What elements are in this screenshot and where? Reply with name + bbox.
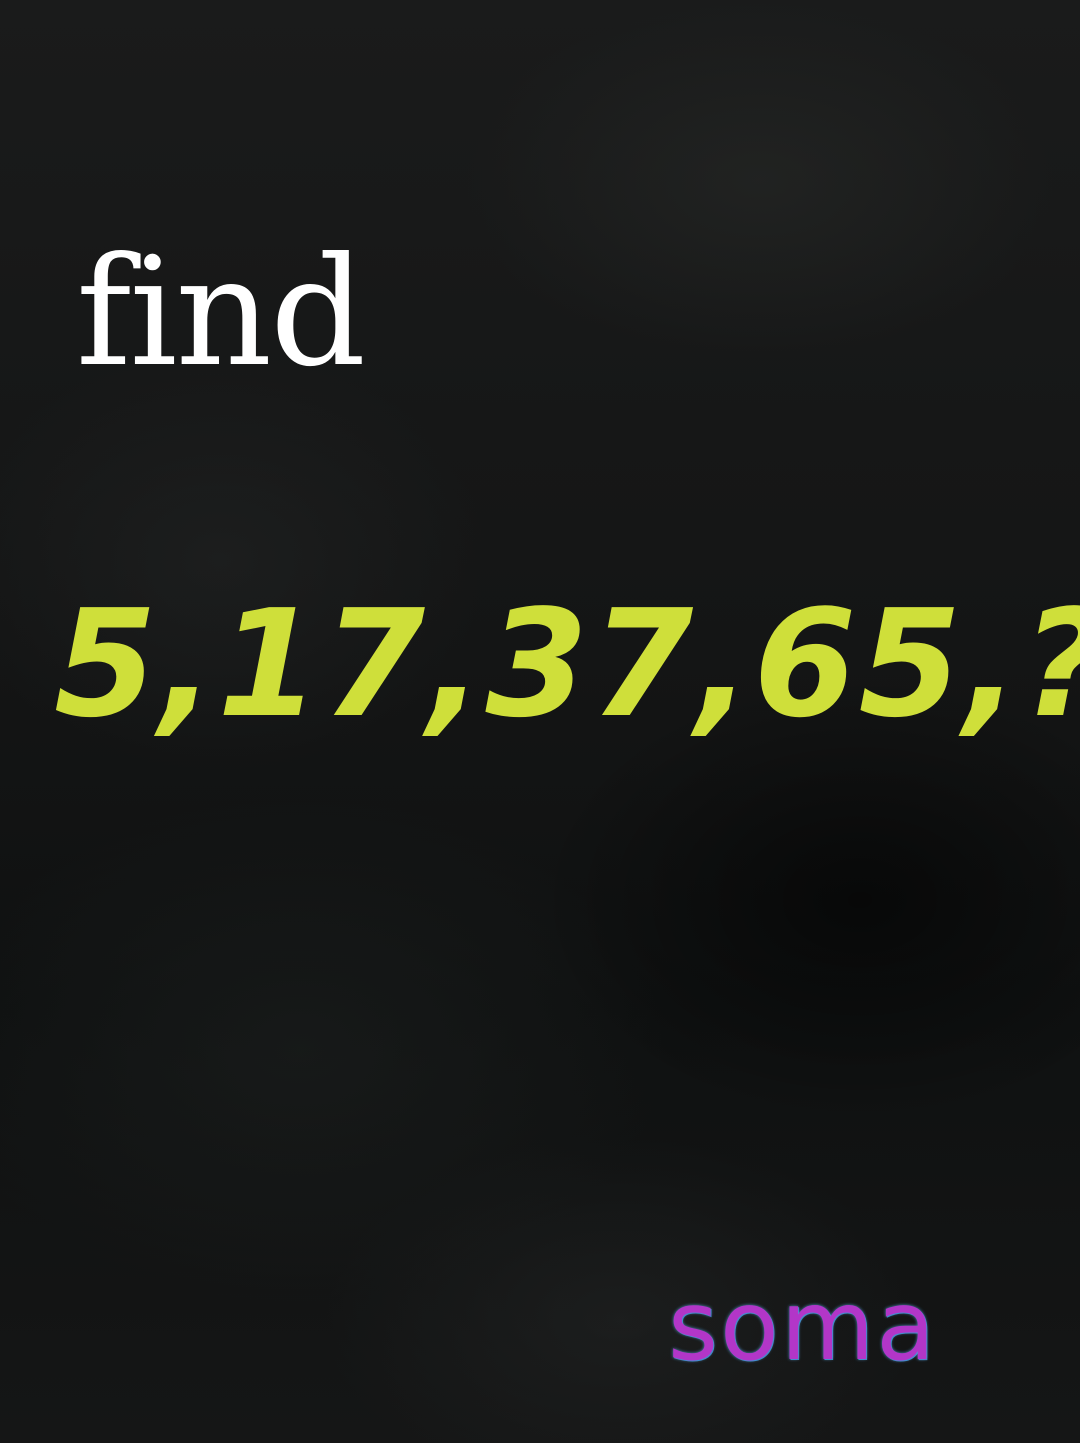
brand-watermark: soma xyxy=(668,1270,938,1382)
heading-find: find xyxy=(76,226,366,400)
number-sequence: 5,17,37,65,? xyxy=(54,578,1080,750)
